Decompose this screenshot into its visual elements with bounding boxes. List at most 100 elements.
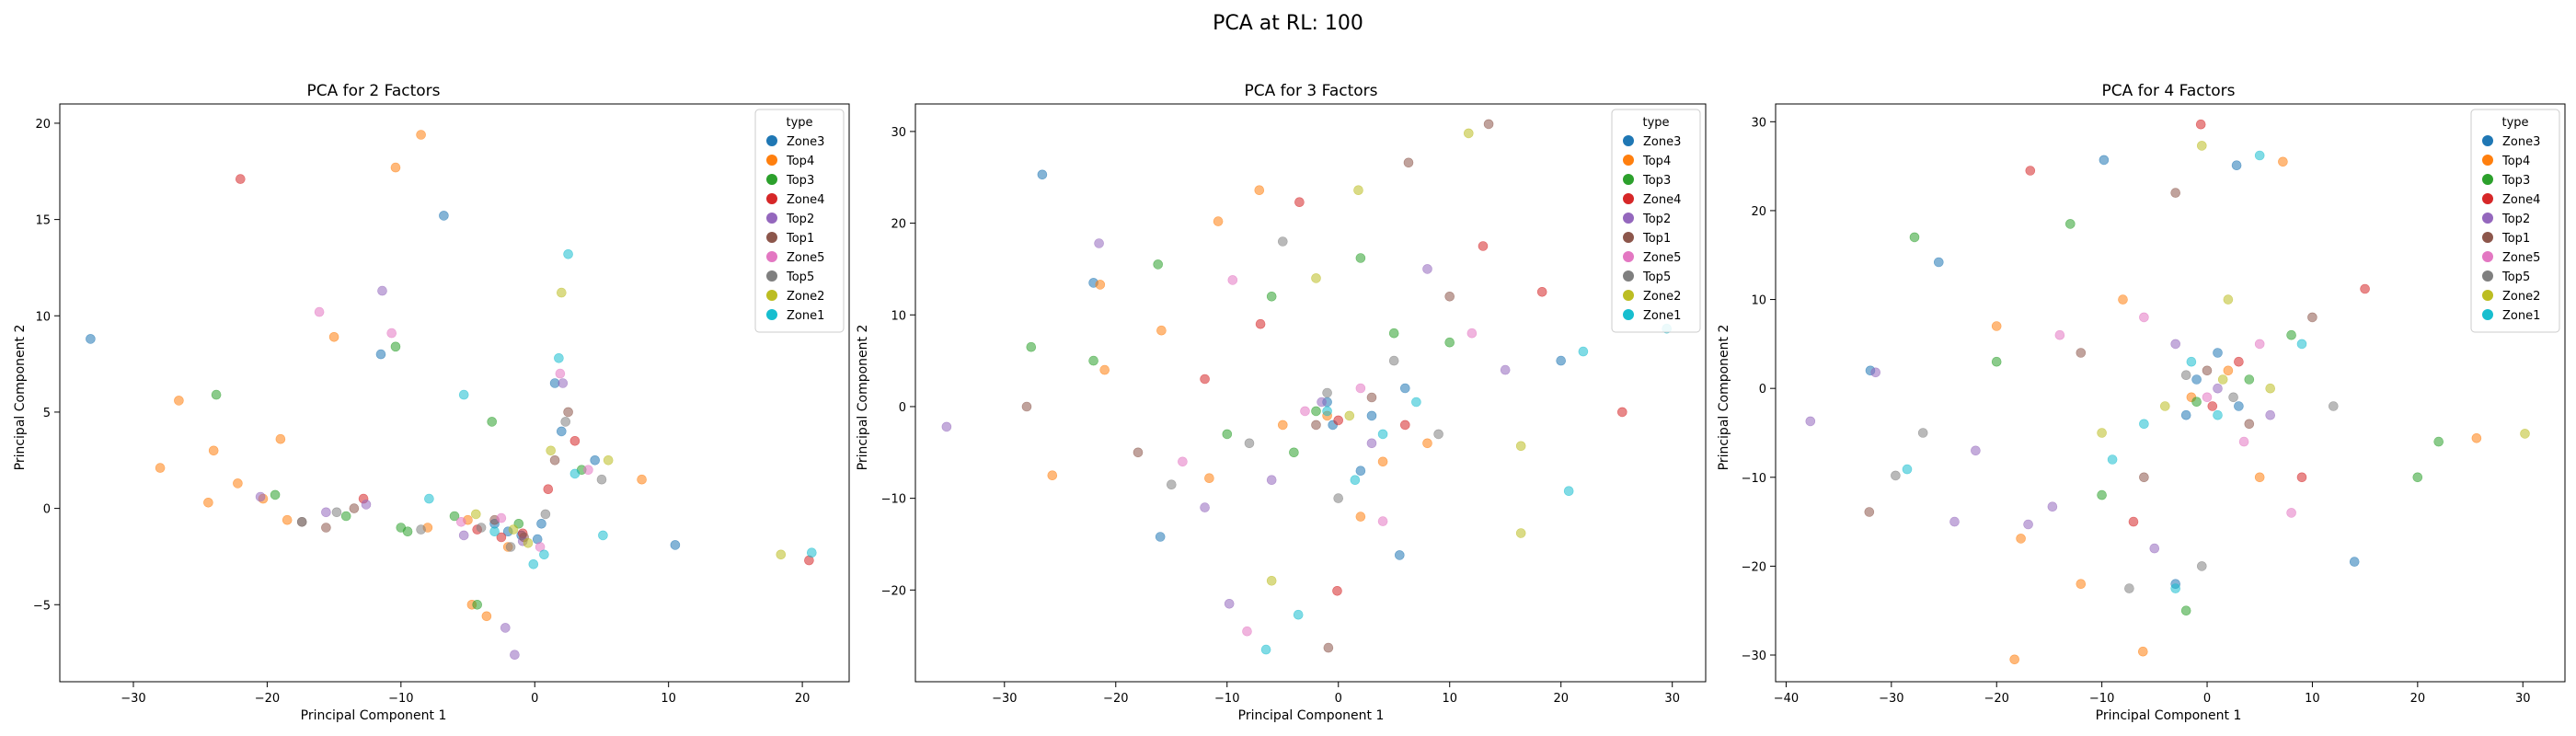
legend-marker xyxy=(766,213,777,224)
legend-marker xyxy=(1623,155,1634,166)
legend-marker xyxy=(2482,193,2493,204)
data-point xyxy=(2054,329,2065,340)
data-point xyxy=(1444,337,1455,348)
data-point xyxy=(487,417,498,427)
data-point xyxy=(1260,644,1271,655)
data-point xyxy=(1617,407,1627,418)
data-point xyxy=(941,421,952,432)
data-point xyxy=(1294,197,1305,207)
data-point xyxy=(1021,401,1032,412)
data-point xyxy=(2170,339,2180,350)
data-point xyxy=(603,454,614,466)
legend-marker xyxy=(1623,270,1634,282)
legend-marker xyxy=(2482,290,2493,301)
y-tick-label: 10 xyxy=(891,309,906,323)
data-point xyxy=(1991,356,2002,367)
data-point xyxy=(1388,355,1399,366)
x-tick-label: −30 xyxy=(992,692,1017,706)
legend-marker xyxy=(766,232,777,243)
data-point xyxy=(1403,157,1414,168)
data-point xyxy=(2213,383,2223,394)
y-tick-label: 15 xyxy=(35,214,51,228)
data-point xyxy=(314,306,325,317)
data-point xyxy=(2286,508,2296,518)
data-point xyxy=(1242,626,1252,637)
data-point xyxy=(1444,291,1455,302)
data-point xyxy=(1289,447,1299,458)
x-tick-label: −30 xyxy=(1879,692,1903,706)
legend-label: Zone1 xyxy=(2502,309,2540,323)
data-point xyxy=(2244,374,2255,385)
x-tick-label: −20 xyxy=(1103,692,1128,706)
data-point xyxy=(1355,383,1366,394)
data-point xyxy=(255,491,266,502)
data-point xyxy=(2244,419,2255,430)
data-point xyxy=(2254,150,2265,161)
data-point xyxy=(476,523,487,533)
data-point xyxy=(1094,238,1104,248)
data-point xyxy=(2202,392,2213,403)
data-point xyxy=(1133,447,1144,458)
legend-marker xyxy=(1623,174,1634,185)
data-point xyxy=(1317,397,1327,408)
x-tick-label: −10 xyxy=(388,692,413,706)
data-point xyxy=(2349,557,2360,567)
data-point xyxy=(2278,156,2288,167)
data-point xyxy=(377,285,387,296)
data-point xyxy=(2009,654,2019,665)
data-point xyxy=(375,349,386,360)
data-point xyxy=(2191,374,2202,385)
legend-marker xyxy=(2482,232,2493,243)
data-point xyxy=(2213,409,2223,420)
data-point xyxy=(1578,346,1589,357)
data-point xyxy=(1422,264,1432,274)
data-point xyxy=(390,162,401,173)
data-point xyxy=(1366,392,1377,403)
legend-label: Zone1 xyxy=(1643,309,1681,323)
legend-marker xyxy=(766,135,777,146)
data-point xyxy=(1902,464,1913,475)
data-point xyxy=(2118,294,2128,305)
data-point xyxy=(569,435,581,446)
data-point xyxy=(402,526,413,537)
data-point xyxy=(1278,420,1288,431)
data-point xyxy=(1355,466,1366,477)
data-point xyxy=(1395,550,1405,560)
x-tick-label: 0 xyxy=(1335,692,1342,706)
data-point xyxy=(2076,348,2087,358)
data-point xyxy=(328,331,339,342)
x-tick-label: 20 xyxy=(1553,692,1569,706)
data-point xyxy=(1433,429,1443,440)
data-point xyxy=(596,474,607,485)
x-tick-label: −10 xyxy=(2089,692,2114,706)
legend-label: Zone2 xyxy=(1643,290,1681,304)
data-point xyxy=(1311,406,1321,417)
data-point xyxy=(556,287,567,298)
figure-title: PCA at RL: 100 xyxy=(1213,12,1363,35)
x-tick-label: 0 xyxy=(2203,692,2211,706)
data-point xyxy=(2047,501,2058,512)
legend-marker xyxy=(1623,309,1634,320)
legend-label: Zone5 xyxy=(787,251,824,265)
data-point xyxy=(1891,470,1901,481)
legend-marker xyxy=(2482,174,2493,185)
data-point xyxy=(458,530,469,541)
data-point xyxy=(2471,432,2482,443)
y-tick-label: 20 xyxy=(35,118,51,132)
legend-label: Zone4 xyxy=(1643,193,1681,207)
data-point xyxy=(1278,236,1288,247)
data-point xyxy=(806,547,817,558)
y-tick-label: 0 xyxy=(1759,383,1766,397)
data-point xyxy=(1949,516,1960,527)
legend-label: Top2 xyxy=(2501,213,2530,226)
data-point xyxy=(2307,312,2317,323)
data-point xyxy=(455,516,466,527)
data-point xyxy=(2195,119,2206,130)
data-point xyxy=(1227,275,1238,285)
data-point xyxy=(211,389,222,400)
data-point xyxy=(2217,374,2228,385)
y-tick-label: 5 xyxy=(43,407,51,420)
data-point xyxy=(1254,185,1265,195)
data-point xyxy=(1400,420,1410,431)
legend-title: type xyxy=(1642,116,1669,130)
